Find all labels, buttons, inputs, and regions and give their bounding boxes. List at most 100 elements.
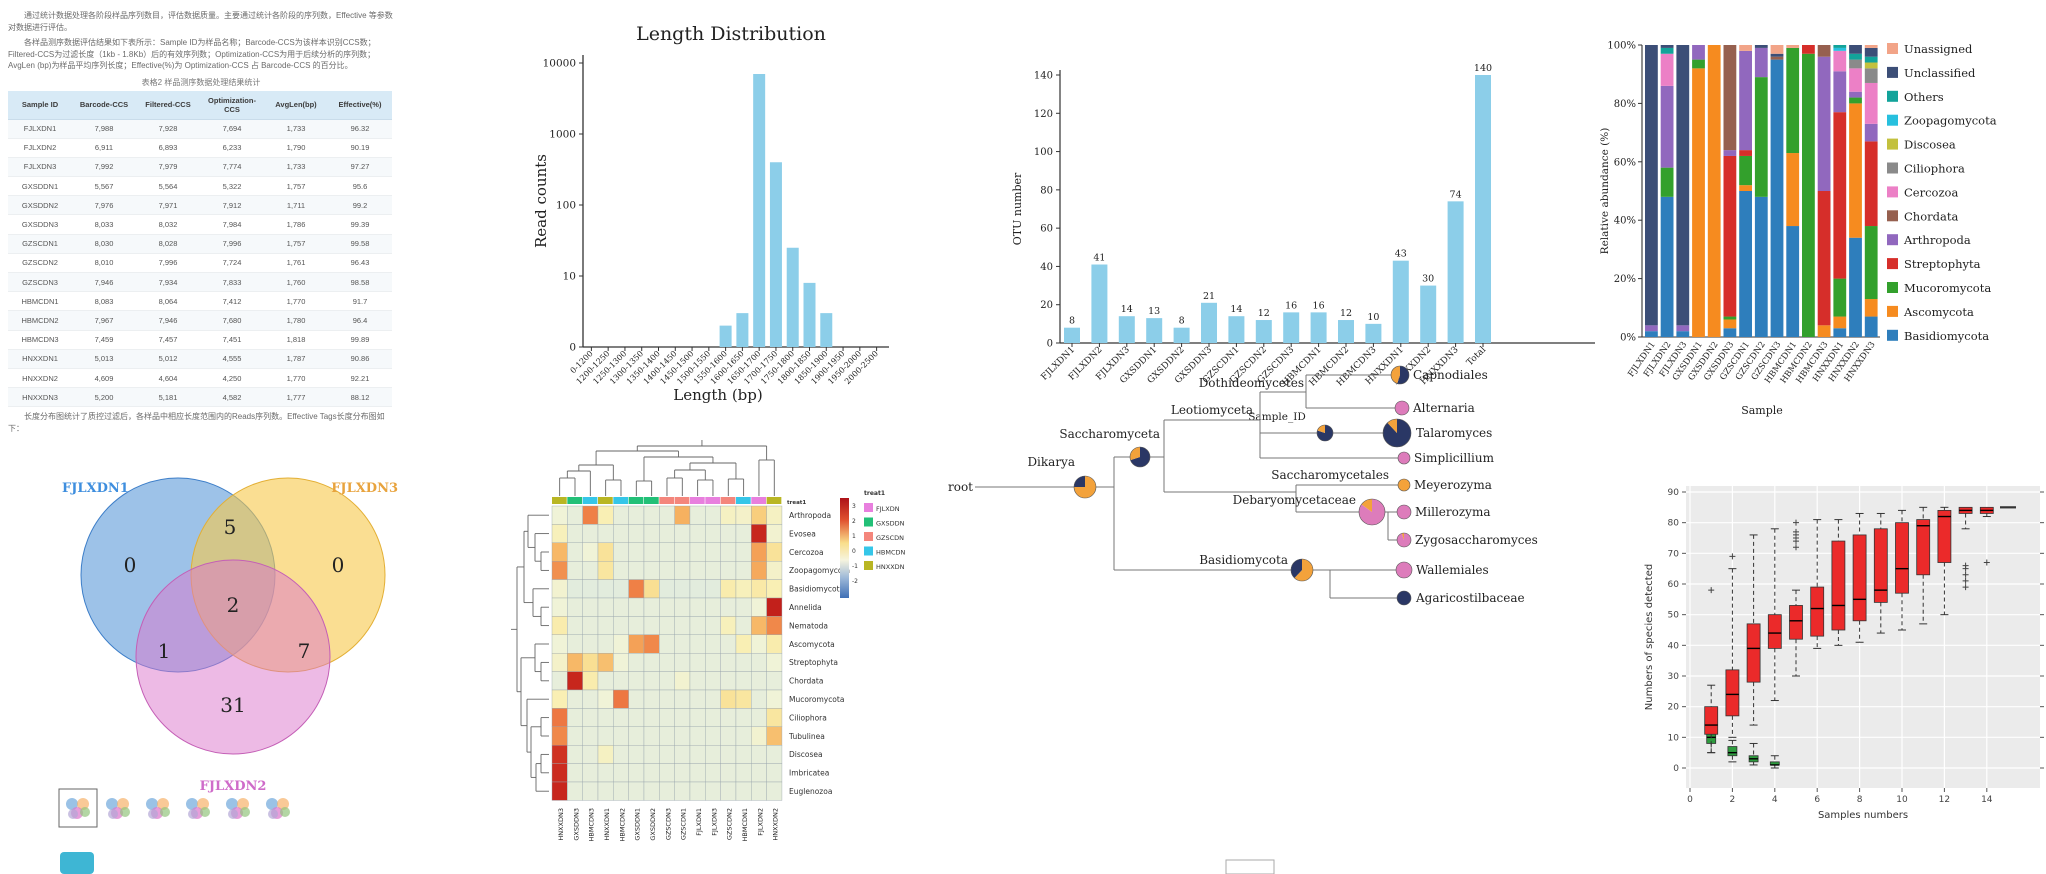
heatmap-cell: [551, 634, 568, 654]
table-cell: GZSCDN1: [8, 234, 72, 254]
table-cell: HNXXDN3: [8, 387, 72, 408]
bottom-partial-button[interactable]: [60, 852, 94, 874]
shape: [117, 798, 129, 810]
shape: [1396, 504, 1412, 520]
shape: [1397, 451, 1411, 465]
x-tick-label: 8: [1857, 795, 1863, 805]
table-cell: 92.21: [328, 368, 392, 389]
col-label: HBMCDN2: [618, 808, 626, 842]
heatmap-cell: [720, 671, 737, 691]
shape: [1383, 419, 1412, 448]
shape: [146, 798, 158, 810]
shape: [120, 807, 130, 817]
venn-thumbnail-2[interactable]: [106, 798, 130, 819]
heatmap-cell: [628, 763, 645, 783]
table-cell: 1,757: [264, 176, 328, 197]
heatmap-cell: [659, 653, 675, 672]
table-row: FJLXDN2 6,911 6,893 6,233 1,790 90.19: [8, 138, 392, 158]
outlier-marker: [1962, 577, 1969, 584]
tree-node-label: Saccharomycetales: [1271, 468, 1389, 482]
colorbar-tick: 3: [852, 503, 856, 510]
heatmap-cell: [674, 579, 691, 599]
column-annotation: [552, 497, 567, 504]
bar: [1146, 318, 1163, 343]
relative-abundance-chart: 0% 20% 40% 60% 80% 100% Relative abundance (%)…: [1599, 41, 1997, 418]
tree-node-label: Leotiomyceta: [1171, 403, 1253, 417]
heatmap-cell: [582, 763, 599, 783]
stack-segment: [1833, 278, 1847, 317]
stack-segment: [1802, 53, 1815, 337]
table-cell: 96.32: [328, 119, 392, 139]
venn-thumbnail-1[interactable]: [58, 788, 98, 828]
heatmap-cell: [597, 505, 614, 525]
table-cell: 8,032: [136, 214, 200, 235]
intro-paragraph: 通过统计数据处理各阶段样品序列数目，评估数据质量。主要通过统计各阶段的序列数，E…: [8, 11, 393, 32]
col-label: FJLXDN1: [695, 808, 703, 836]
heatmap-cell: [705, 763, 721, 783]
stack-segment: [1833, 71, 1847, 113]
heatmap-cell: [567, 616, 583, 636]
heatmap-cell: [582, 745, 599, 764]
shape: [1396, 590, 1412, 606]
venn-thumbnail-6[interactable]: [266, 798, 290, 819]
stack-segment: [1754, 45, 1768, 48]
heatmap-cell: [597, 745, 614, 764]
tree-pie-Millerozyma: [1396, 504, 1412, 520]
row-label: Cercozoa: [789, 548, 824, 557]
heatmap-cell: [751, 542, 767, 562]
table-cell: 7,946: [136, 310, 200, 331]
stack-segment: [1864, 62, 1878, 69]
heatmap-cell: [643, 561, 660, 580]
stack-segment: [1833, 328, 1847, 337]
heatmap-cell: [643, 781, 660, 801]
heatmap-cell: [597, 689, 614, 709]
col-label: HNXXDN1: [603, 808, 611, 841]
venn-thumbnail-4[interactable]: [186, 798, 210, 819]
heatmap-cell: [643, 726, 660, 746]
group-legend-swatch: [864, 546, 873, 556]
heatmap-cell: [567, 634, 583, 654]
stack-segment: [1645, 45, 1658, 326]
heatmap-cell: [582, 708, 599, 728]
stack-segment: [1849, 45, 1862, 54]
table-cell: HNXXDN2: [8, 368, 72, 389]
group-legend-swatch: [864, 503, 873, 512]
heatmap-cell: [628, 689, 645, 709]
heatmap-cell: [674, 524, 691, 544]
tree-node-label: Alternaria: [1412, 401, 1475, 415]
venn-thumbnail-3[interactable]: [146, 798, 170, 819]
table-row: GXSDDN2 7,976 7,971 7,912 1,711 99.2: [8, 195, 392, 216]
tree-node-label: Talaromyces: [1416, 426, 1492, 440]
column-annotation: [567, 497, 583, 504]
y-tick-label: 10: [1668, 733, 1680, 743]
venn-thumbnail-5[interactable]: [226, 798, 250, 819]
heatmap-cell: [751, 653, 767, 672]
annotation-title: treat1: [787, 500, 806, 506]
thumbnail-selection-box: [58, 788, 98, 828]
heatmap-cell: [751, 616, 767, 636]
column-annotation: [643, 497, 659, 504]
stack-segment: [1864, 299, 1878, 317]
heatmap-cell: [628, 616, 645, 636]
table-cell: FJLXDN1: [8, 119, 72, 139]
shape: [228, 809, 238, 819]
heatmap-cell: [766, 653, 783, 672]
bar: [1091, 264, 1108, 343]
table-cell: 1,733: [264, 119, 328, 139]
table-cell: 6,233: [200, 138, 264, 158]
heatmap-cell: [705, 745, 721, 764]
heatmap-cell: [628, 634, 645, 654]
legend-swatch: [1887, 329, 1898, 341]
heatmap-cell: [751, 561, 767, 580]
stack-segment: [1864, 82, 1878, 124]
heatmap-cell: [766, 745, 783, 764]
heatmap-cell: [735, 671, 752, 691]
bar: [820, 313, 833, 347]
heatmap-cell: [751, 524, 767, 544]
tree-pie-Saccharomyceta: [1129, 446, 1151, 468]
stack-segment: [1660, 45, 1674, 48]
shape: [1129, 446, 1151, 468]
heatmap-cell: [674, 616, 691, 636]
heatmap-cell: [659, 542, 675, 562]
